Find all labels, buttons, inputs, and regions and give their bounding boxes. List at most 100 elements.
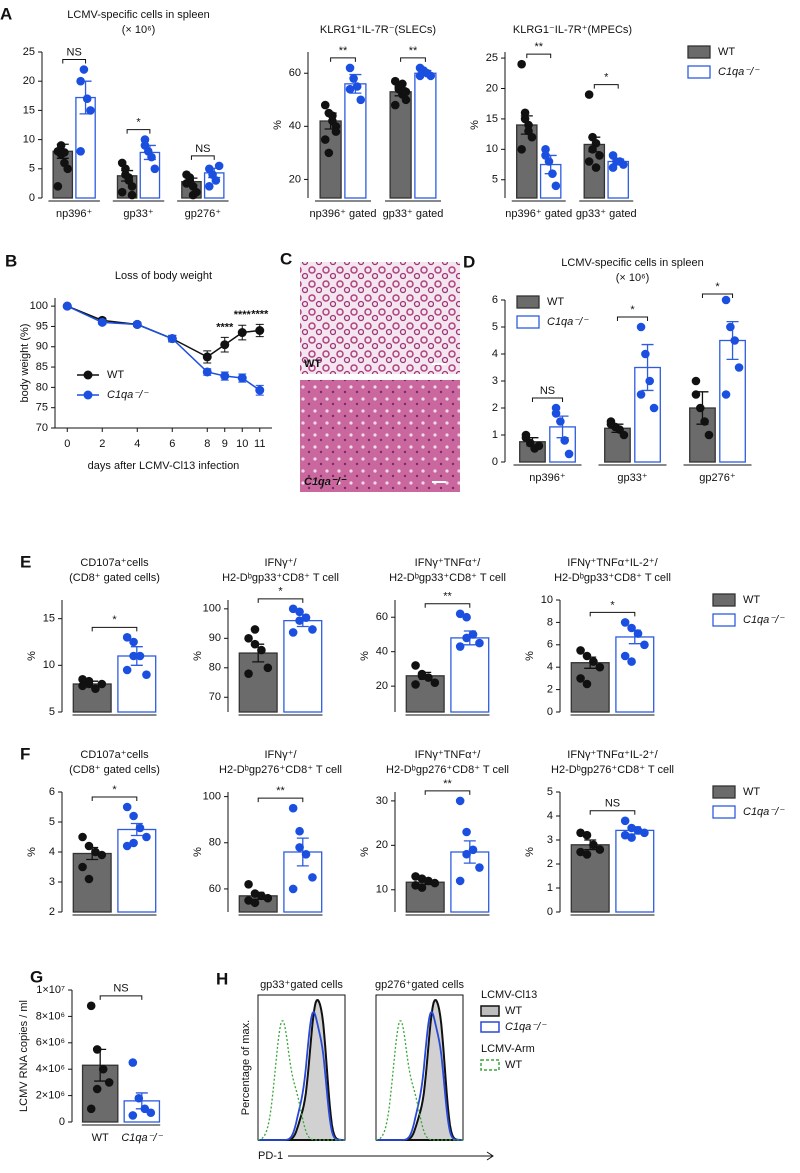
data-point <box>619 160 628 169</box>
y-axis-label: % <box>272 120 284 130</box>
bar <box>414 72 437 199</box>
data-point <box>129 651 138 661</box>
y-axis-label: body weight (%) <box>19 324 31 403</box>
significance-bracket <box>190 155 215 160</box>
data-point <box>86 1001 96 1011</box>
x-tick-label: gp276⁺ <box>185 208 222 220</box>
x-axis-label: PD-1 <box>258 1150 283 1162</box>
x-tick-label: np396⁺ <box>529 472 566 484</box>
significance-label: ** <box>276 785 285 797</box>
data-point <box>308 625 317 634</box>
data-point <box>167 334 177 344</box>
data-point <box>462 827 471 837</box>
legend-swatch <box>712 613 736 627</box>
y-tick-label: 100 <box>203 791 221 803</box>
y-tick-label: 8 <box>547 616 553 628</box>
data-point <box>401 87 411 97</box>
legend-label: C1qa⁻/⁻ <box>743 806 785 818</box>
panel-label: F <box>20 744 30 763</box>
facet-title: gp276⁺gated cells <box>375 979 464 991</box>
data-point <box>60 148 69 157</box>
legend-label: WT <box>547 296 564 308</box>
facet-title: gp33⁺gated cells <box>260 979 343 991</box>
image-label: WT <box>304 358 321 370</box>
data-point <box>721 295 731 305</box>
significance-bracket <box>589 810 636 815</box>
data-point <box>619 430 629 440</box>
x-tick-label: gp276⁺ <box>699 472 736 484</box>
y-tick-label: 2 <box>49 906 55 918</box>
data-point <box>250 625 260 634</box>
x-tick-label: WT <box>92 1132 109 1144</box>
significance-label: NS <box>67 46 82 58</box>
data-point <box>700 417 709 426</box>
legend-swatch <box>687 45 711 59</box>
legend-swatch <box>480 1005 500 1017</box>
y-axis-label: % <box>359 847 371 857</box>
y-axis-label: % <box>26 847 38 857</box>
data-point <box>84 841 94 851</box>
data-point <box>606 419 616 429</box>
data-point <box>132 319 142 329</box>
data-point <box>331 127 341 136</box>
chart-title: H2-Dᵇgp276⁺CD8⁺ T cell <box>219 764 342 776</box>
data-point <box>301 850 311 859</box>
significance-label: * <box>715 281 720 293</box>
data-point <box>202 367 212 377</box>
y-tick-label: 10 <box>376 884 388 896</box>
y-tick-label: 40 <box>376 646 388 658</box>
data-point <box>124 173 134 182</box>
data-point <box>97 679 107 689</box>
data-point <box>320 135 330 144</box>
data-point <box>76 76 85 86</box>
x-tick-label: 0 <box>64 438 70 450</box>
significance-label: NS <box>195 143 210 155</box>
y-tick-label: 0 <box>547 906 553 918</box>
data-point <box>640 828 649 838</box>
data-point <box>620 651 630 661</box>
x-tick-label: 2 <box>99 438 105 450</box>
significance-bracket <box>91 796 138 801</box>
y-tick-label: 6×10⁶ <box>36 1037 65 1049</box>
data-point <box>430 878 440 888</box>
data-point <box>135 823 145 833</box>
significance-label: **** <box>234 309 252 321</box>
y-tick-label: 95 <box>36 320 48 332</box>
data-point <box>475 863 484 872</box>
chart-title: H2-Dᵇgp33⁺CD8⁺ T cell <box>554 572 671 584</box>
data-point <box>134 1093 144 1103</box>
data-point <box>645 376 655 386</box>
data-point <box>129 811 138 821</box>
significance-label: * <box>630 304 635 316</box>
chart-title: LCMV-specific cells in spleen <box>561 257 703 269</box>
data-point <box>84 874 94 884</box>
data-point <box>541 145 550 154</box>
x-tick-label: gp33⁺ gated <box>383 208 444 220</box>
data-point <box>564 449 574 459</box>
data-point <box>352 82 362 91</box>
significance-bracket <box>91 626 138 632</box>
data-point <box>475 638 484 648</box>
significance-bracket <box>424 790 471 795</box>
data-point <box>620 816 630 826</box>
significance-label: NS <box>540 385 555 397</box>
significance-bracket <box>400 57 426 62</box>
panel-label: B <box>5 251 17 270</box>
significance-label: * <box>136 117 141 129</box>
x-tick-label: 11 <box>254 438 265 450</box>
y-tick-label: 60 <box>376 611 388 623</box>
data-point <box>255 326 265 335</box>
legend-title: LCMV-Arm <box>481 1043 535 1055</box>
significance-label: ** <box>409 45 418 57</box>
y-tick-label: 6 <box>492 294 498 306</box>
chart-title: KLRG1⁺IL-7R⁻(SLECs) <box>320 24 436 36</box>
data-point <box>324 148 334 158</box>
data-point <box>117 187 127 197</box>
data-point <box>627 833 636 842</box>
data-point <box>356 95 366 105</box>
data-point <box>576 674 585 683</box>
x-tick-label: np396⁺ gated <box>310 208 377 220</box>
legend-label: C1qa⁻/⁻ <box>718 66 760 78</box>
x-tick-label: 8 <box>204 438 210 450</box>
y-tick-label: 20 <box>289 173 301 185</box>
